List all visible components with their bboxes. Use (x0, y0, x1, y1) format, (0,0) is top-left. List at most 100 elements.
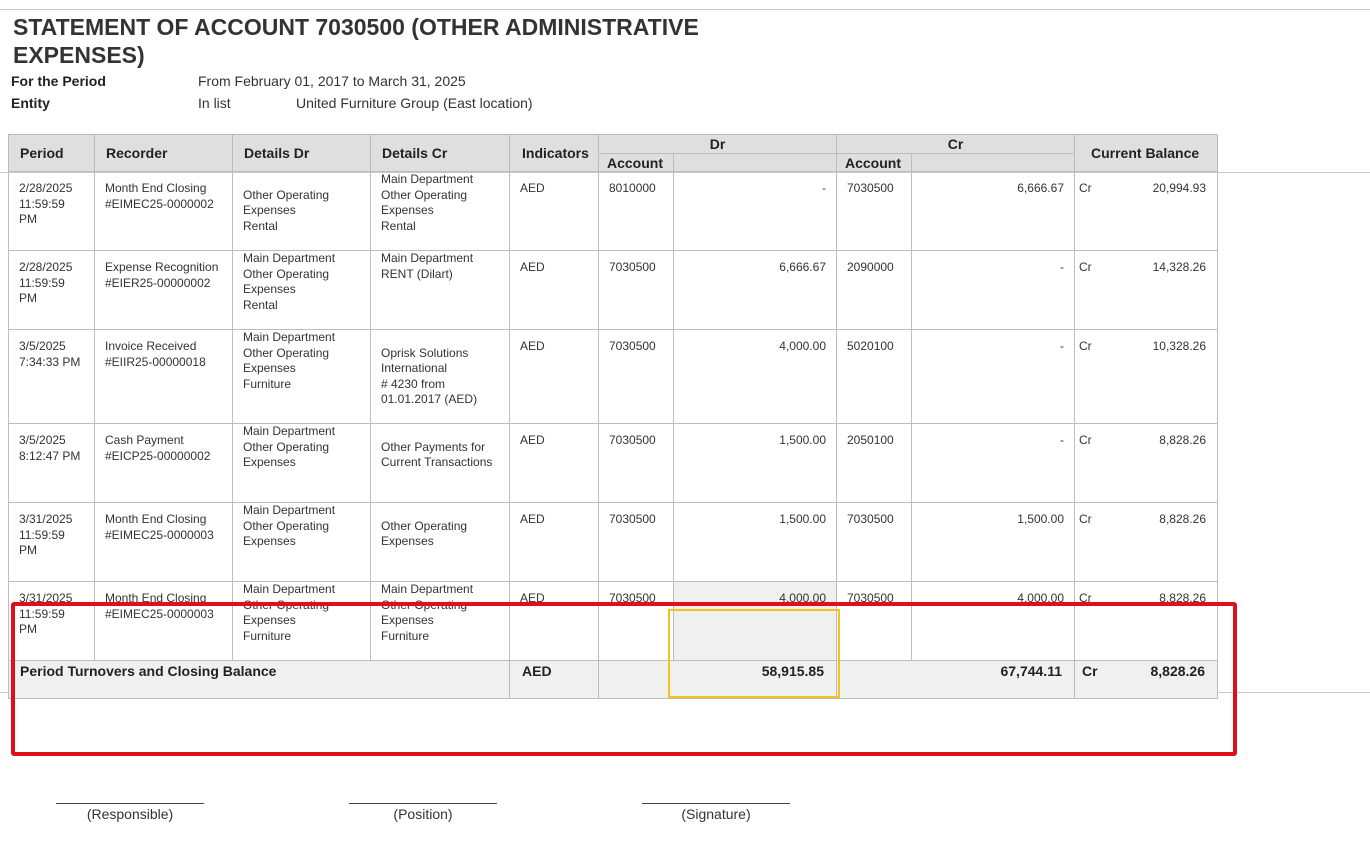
details-cr-cell: Main Department Other Operating Expenses Re… (370, 171, 510, 251)
balance-side: Cr (1079, 339, 1092, 353)
recorder-doc-link[interactable]: #EIMEC25-0000002 (105, 196, 214, 211)
dr-amount-cell-value: 4,000.00 (779, 339, 826, 353)
dr-account-cell-value: 7030500 (609, 260, 656, 274)
detail-line: Expenses (381, 613, 434, 627)
indicator-cell: AED (509, 171, 599, 251)
indicator-cell-value: AED (520, 512, 545, 526)
dr-amount-cell: - (673, 171, 837, 251)
gap (922, 251, 1064, 260)
gap (19, 172, 84, 181)
indicator-cell-value: AED (520, 433, 545, 447)
gap (520, 582, 588, 591)
balance-cell: Cr 8,828.26 (1074, 502, 1218, 582)
cr-amount-cell: 1,500.00 (911, 502, 1075, 582)
gap (847, 172, 901, 181)
totals-dr: 58,915.85 (598, 660, 837, 699)
gap (381, 424, 499, 440)
cr-account-cell: 7030500 (836, 581, 912, 661)
balance-amount: 10,328.26 (1152, 339, 1206, 353)
gap (609, 582, 663, 591)
gap (19, 424, 84, 433)
dr-account-cell: 7030500 (598, 502, 674, 582)
dr-amount-cell: 4,000.00 (673, 581, 837, 661)
col-details-cr: Details Cr (370, 134, 510, 172)
balance-amount: 8,828.26 (1159, 591, 1206, 605)
balance-line: Cr 10,328.26 (1079, 339, 1206, 355)
detail-line: Other Operating (243, 187, 330, 202)
gap (105, 503, 222, 512)
cr-amount-cell-value: - (1060, 260, 1064, 274)
details-cr-cell: Main Department Other Operating Expenses Fu… (370, 581, 510, 661)
recorder-cell[interactable]: Expense Recognition #EIER25-00000002 (94, 250, 233, 330)
row-date: 3/5/2025 (19, 433, 66, 447)
indicator-cell: AED (509, 581, 599, 661)
detail-line: Expenses (381, 203, 434, 217)
department-label: Main Department (381, 582, 474, 596)
recorder-doc-link[interactable]: #EIIR25-00000018 (105, 354, 206, 369)
row-date: 3/31/2025 (19, 591, 73, 605)
totals-balance-amount: 8,828.26 (1150, 663, 1206, 679)
totals-indicator: AED (509, 660, 599, 699)
recorder-cell[interactable]: Month End Closing #EIMEC25-0000002 (94, 171, 233, 251)
recorder-doc-link[interactable]: #EICP25-00000002 (105, 448, 211, 463)
balance-amount: 8,828.26 (1159, 433, 1206, 447)
recorder-doc-link[interactable]: #EIMEC25-0000003 (105, 606, 214, 621)
cr-account-cell-value: 2090000 (847, 260, 894, 274)
department-label: Main Department (243, 503, 336, 517)
detail-line: Other Operating (243, 439, 330, 454)
details-cr-cell: Oprisk Solutions International # 4230 from… (370, 329, 510, 424)
cr-amount-cell-value: - (1060, 339, 1064, 353)
dr-account-cell-value: 7030500 (609, 433, 656, 447)
gap (243, 172, 360, 188)
gap (609, 330, 663, 339)
indicator-cell: AED (509, 250, 599, 330)
detail-line: Rental (243, 218, 278, 233)
dr-amount-cell-value: 6,666.67 (779, 260, 826, 274)
top-divider (0, 9, 1370, 10)
gap (520, 424, 588, 433)
dr-amount-cell-value: - (822, 181, 826, 195)
recorder-cell[interactable]: Invoice Received #EIIR25-00000018 (94, 329, 233, 424)
department-label: Main Department (381, 172, 474, 186)
recorder-cell[interactable]: Month End Closing #EIMEC25-0000003 (94, 502, 233, 582)
row-time: 11:59:59 PM (19, 275, 65, 306)
recorder-doc-link[interactable]: #EIMEC25-0000003 (105, 527, 214, 542)
gap (105, 582, 222, 591)
gap (684, 424, 826, 433)
detail-line: RENT (Dilart) (381, 266, 453, 281)
gap (19, 582, 84, 591)
gap (105, 424, 222, 433)
balance-side: Cr (1079, 512, 1092, 526)
department-label: Main Department (243, 330, 336, 344)
col-cr: Cr (836, 134, 1075, 154)
cr-account-cell: 2090000 (836, 250, 912, 330)
period-cell: 3/31/2025 11:59:59 PM (8, 581, 95, 661)
col-recorder: Recorder (94, 134, 233, 172)
indicator-cell-value: AED (520, 260, 545, 274)
recorder-doc-link[interactable]: #EIER25-00000002 (105, 275, 211, 290)
gap (381, 330, 499, 346)
gap (922, 172, 1064, 181)
cr-account-cell-value: 5020100 (847, 339, 894, 353)
totals-balance: Cr 8,828.26 (1074, 660, 1218, 699)
recorder-cell[interactable]: Month End Closing #EIMEC25-0000003 (94, 581, 233, 661)
detail-line: Other Operating (243, 266, 330, 281)
cr-amount-cell: - (911, 250, 1075, 330)
col-cr-amount (911, 153, 1075, 172)
row-time: 8:12:47 PM (19, 448, 81, 463)
gap (1079, 172, 1206, 181)
balance-amount: 20,994.93 (1152, 181, 1206, 195)
detail-line: Rental (243, 297, 278, 312)
cr-amount-cell: - (911, 329, 1075, 424)
detail-line: International (381, 361, 448, 375)
period-cell: 2/28/2025 11:59:59 PM (8, 171, 95, 251)
gap (684, 582, 826, 591)
recorder-cell[interactable]: Cash Payment #EICP25-00000002 (94, 423, 233, 503)
row-date: 3/31/2025 (19, 512, 73, 526)
cr-account-cell-value: 7030500 (847, 181, 894, 195)
detail-line: Furniture (243, 628, 292, 643)
detail-line: Rental (381, 218, 416, 233)
col-dr-amount (673, 153, 837, 172)
details-dr-cell: Other Operating Expenses Rental (232, 171, 371, 251)
gap (684, 503, 826, 512)
